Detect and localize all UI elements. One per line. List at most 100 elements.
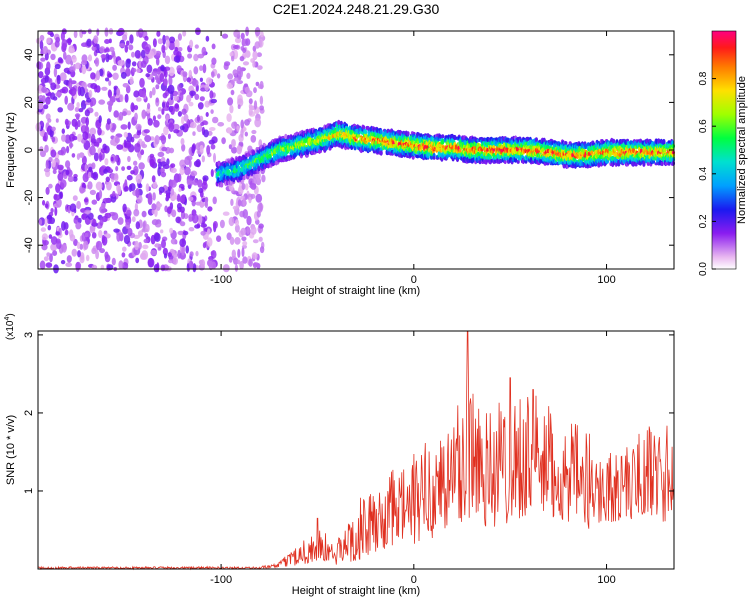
noise-speckle [65,160,71,169]
noise-speckle [114,136,120,144]
noise-speckle [190,121,197,129]
noise-speckle [36,61,42,70]
noise-speckle [164,55,171,65]
noise-speckle [126,40,130,46]
noise-speckle [138,183,143,189]
noise-speckle [181,143,186,152]
ridge-mark [634,161,638,167]
noise-speckle [96,240,103,251]
ridge-mark [242,175,246,181]
noise-speckle [210,98,217,104]
noise-speckle [45,96,51,105]
noise-speckle [41,233,49,241]
noise-speckle [98,230,103,238]
noise-speckle [136,68,141,73]
noise-speckle [151,87,156,96]
noise-speckle [212,196,217,205]
noise-speckle [192,179,199,186]
noise-speckle [171,194,178,200]
noise-speckle [179,159,186,168]
noise-speckle [76,102,80,109]
noise-speckle [72,195,78,202]
noise-speckle [105,176,111,183]
noise-speckle [258,236,263,242]
noise-speckle [172,123,180,131]
noise-speckle [242,197,246,207]
noise-speckle [121,166,125,172]
noise-speckle [188,227,195,232]
ridge-mark [324,145,329,151]
ridge-mark [432,156,436,160]
ridge-mark [485,158,489,163]
ridge-mark [236,161,240,167]
noise-speckle [82,213,86,221]
noise-speckle [140,149,145,156]
noise-speckle [87,181,93,190]
noise-speckle [131,68,137,73]
noise-speckle [255,193,263,203]
noise-speckle [236,259,241,265]
noise-speckle [159,73,165,82]
noise-speckle [99,217,104,227]
noise-speckle [177,111,182,117]
noise-speckle [188,101,194,107]
noise-speckle [74,106,80,113]
noise-speckle [106,181,112,191]
noise-speckle [193,53,199,62]
noise-speckle [55,231,60,236]
noise-speckle [55,118,59,123]
ridge-mark [363,129,368,135]
noise-speckle [130,102,135,113]
noise-speckle [153,120,160,128]
noise-speckle [50,208,54,213]
noise-speckle [248,196,252,204]
noise-speckle [246,226,250,235]
noise-speckle [100,202,106,209]
noise-speckle [228,216,235,227]
noise-speckle [211,71,215,78]
noise-speckle [56,240,62,250]
noise-speckle [173,49,180,56]
noise-speckle [127,227,133,237]
noise-speckle [91,247,97,255]
noise-speckle [146,64,153,74]
noise-speckle [154,208,158,217]
noise-speckle [204,83,210,91]
noise-speckle [177,173,182,183]
noise-speckle [67,175,74,183]
noise-speckle [254,117,262,128]
noise-speckle [175,216,181,224]
noise-speckle [131,61,137,67]
ridge-mark [564,141,568,145]
noise-speckle [45,262,53,268]
noise-speckle [100,264,105,270]
noise-speckle [201,155,205,163]
noise-speckle [197,102,204,110]
ridge-mark [337,119,341,125]
noise-speckle [49,32,55,38]
noise-speckle [52,169,57,175]
noise-speckle [199,144,204,153]
noise-speckle [98,115,102,124]
noise-speckle [152,192,156,201]
noise-speckle [97,127,102,136]
noise-speckle [256,52,262,58]
noise-speckle [150,48,157,56]
noise-speckle [51,136,56,143]
noise-speckle [259,105,264,111]
noise-speckle [104,27,109,37]
noise-speckle [249,184,256,189]
ridge-mark [324,136,329,140]
noise-speckle [114,154,119,163]
noise-speckle [147,118,153,126]
noise-speckle [210,251,215,256]
noise-speckle [196,124,203,133]
noise-speckle [121,262,129,270]
noise-speckle [182,30,187,37]
noise-speckle [82,172,89,183]
noise-speckle [46,61,51,71]
noise-speckle [75,261,82,270]
noise-speckle [166,192,170,201]
noise-speckle [55,92,62,97]
